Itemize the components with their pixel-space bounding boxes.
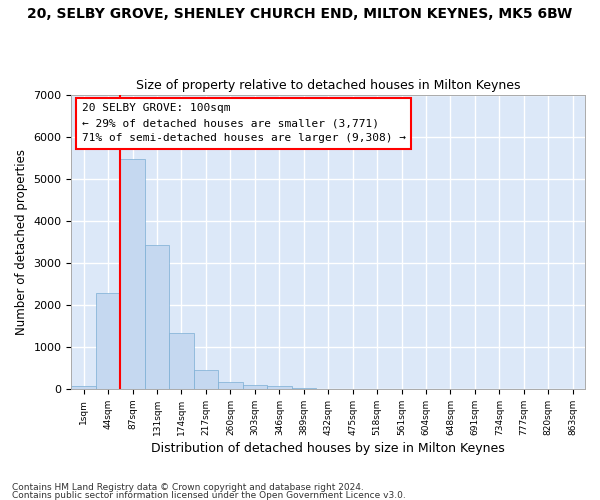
Bar xyxy=(242,385,267,389)
Bar xyxy=(96,294,121,389)
Bar xyxy=(194,370,218,389)
Text: Contains public sector information licensed under the Open Government Licence v3: Contains public sector information licen… xyxy=(12,490,406,500)
Text: 20 SELBY GROVE: 100sqm
← 29% of detached houses are smaller (3,771)
71% of semi-: 20 SELBY GROVE: 100sqm ← 29% of detached… xyxy=(82,104,406,143)
Bar xyxy=(218,382,242,389)
Title: Size of property relative to detached houses in Milton Keynes: Size of property relative to detached ho… xyxy=(136,79,520,92)
Bar xyxy=(145,245,169,389)
Bar xyxy=(267,386,292,389)
Text: Contains HM Land Registry data © Crown copyright and database right 2024.: Contains HM Land Registry data © Crown c… xyxy=(12,483,364,492)
Bar xyxy=(121,159,145,389)
Bar xyxy=(71,386,96,389)
Bar xyxy=(292,388,316,389)
Bar xyxy=(169,332,194,389)
X-axis label: Distribution of detached houses by size in Milton Keynes: Distribution of detached houses by size … xyxy=(151,442,505,455)
Y-axis label: Number of detached properties: Number of detached properties xyxy=(15,149,28,335)
Text: 20, SELBY GROVE, SHENLEY CHURCH END, MILTON KEYNES, MK5 6BW: 20, SELBY GROVE, SHENLEY CHURCH END, MIL… xyxy=(28,8,572,22)
